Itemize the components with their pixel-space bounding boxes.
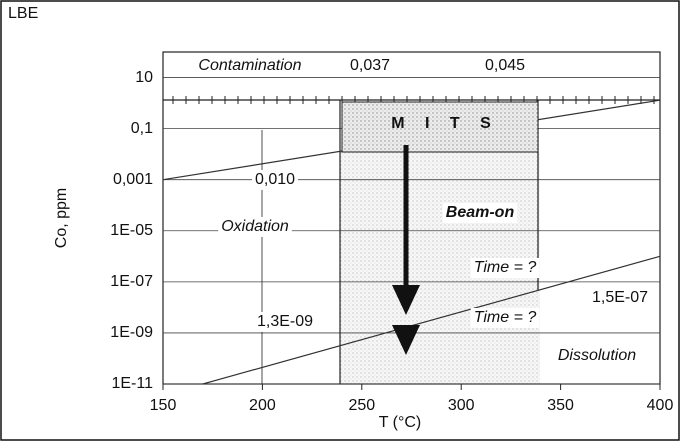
label-bg (253, 312, 317, 332)
annotation: 0,037 (350, 57, 390, 74)
y-tick-label: 1E-09 (110, 324, 153, 341)
label-bg (346, 56, 394, 76)
annotation: Contamination (198, 57, 301, 74)
y-tick-label: 0,001 (113, 171, 153, 188)
arrow-head (392, 325, 420, 355)
y-tick-label: 10 (135, 69, 153, 86)
data-line (202, 255, 661, 385)
annotation: Time = ? (474, 259, 537, 276)
x-tick-label: 250 (348, 397, 375, 414)
label-bg (218, 217, 292, 237)
annotation: 0,045 (485, 57, 525, 74)
annotation: Time = ? (474, 309, 537, 326)
label-bg (470, 258, 540, 278)
label-bg (195, 56, 305, 76)
annotation: Dissolution (558, 347, 636, 364)
x-tick-label: 400 (647, 397, 674, 414)
annotation: Oxidation (221, 218, 289, 235)
y-tick-label: 1E-07 (110, 273, 153, 290)
annotation: 0,010 (255, 171, 295, 188)
x-tick-label: 300 (448, 397, 475, 414)
chart-title: LBE (8, 5, 38, 22)
annotation: 1,3E-09 (257, 313, 313, 330)
arrow-head (392, 285, 420, 315)
label-bg (481, 56, 529, 76)
mits-box (341, 101, 539, 153)
x-tick-label: 150 (150, 397, 177, 414)
x-tick-label: 200 (249, 397, 276, 414)
annotation: Beam-on (446, 204, 515, 221)
mits-label: M I T S (391, 115, 499, 132)
label-bg (470, 308, 540, 328)
label-bg (588, 288, 652, 308)
label-bg (251, 170, 299, 190)
x-tick-label: 350 (547, 397, 574, 414)
y-axis-label: Co, ppm (53, 188, 70, 248)
y-tick-label: 0,1 (131, 120, 153, 137)
y-tick-label: 1E-05 (110, 222, 153, 239)
x-axis-label: T (°C) (379, 414, 422, 431)
label-bg (442, 203, 518, 223)
annotation: 1,5E-07 (592, 289, 648, 306)
label-bg (554, 346, 640, 366)
y-tick-label: 1E-11 (111, 375, 153, 392)
